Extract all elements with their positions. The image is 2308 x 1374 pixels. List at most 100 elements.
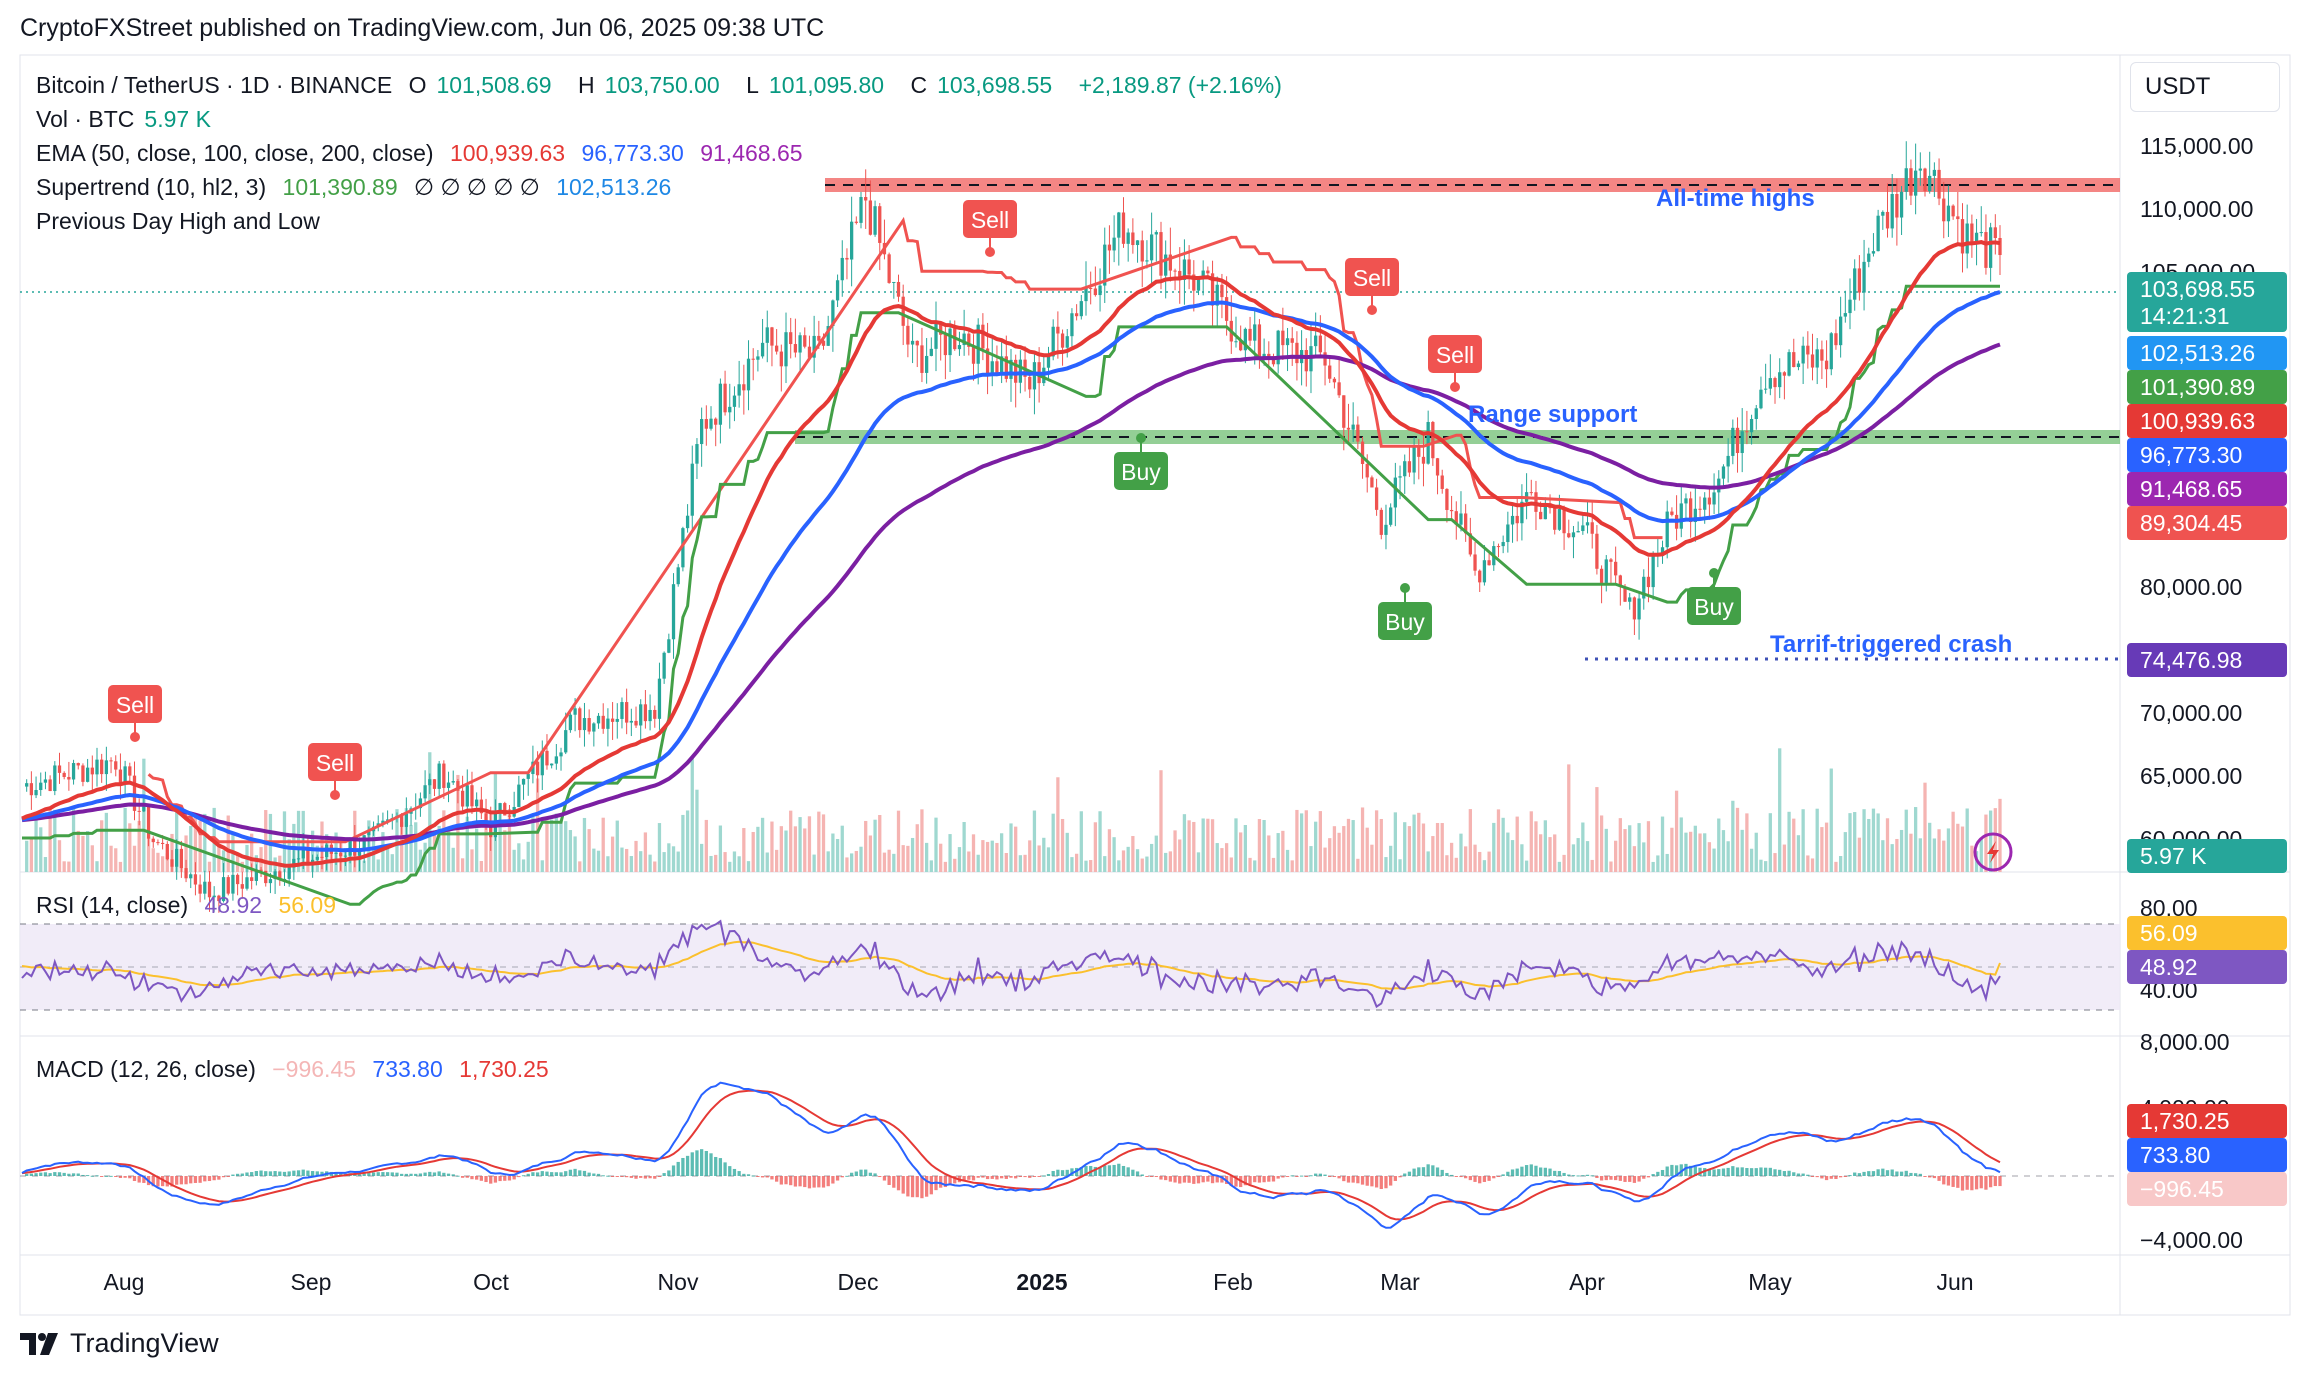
candle-body [1740,431,1744,454]
volume-bar [1956,823,1960,872]
volume-bar [1271,857,1276,872]
macd-hist-bar [428,1171,432,1176]
ema200-value: 91,468.65 [700,140,803,166]
candle-body [648,709,652,722]
candle-body [1224,297,1229,321]
legend-pdhl-row[interactable]: Previous Day High and Low [36,208,320,234]
candle-body [1974,232,1979,244]
macd-hist-bar [1599,1176,1604,1181]
macd-hist-bar [339,1173,343,1176]
macd-hist-bar [1928,1176,1932,1178]
volume-bar [1374,810,1379,872]
macd-hist-bar [831,1176,835,1184]
volume-bar [704,819,708,872]
macd-hist-bar [1318,1173,1322,1176]
volume-bar [878,814,882,872]
macd-hist-bar [353,1174,357,1176]
volume-bar [1084,860,1088,872]
volume-bar [62,861,66,872]
macd-hist-bar [1332,1176,1337,1178]
candle-body [1051,326,1055,357]
volume-bar [1356,858,1360,872]
macd-hist-bar [1379,1176,1383,1190]
tradingview-logo[interactable]: TradingView [20,1328,219,1359]
macd-hist-bar [479,1176,483,1181]
volume-bar [582,817,587,872]
macd-hist-bar [1478,1176,1482,1184]
volume-bar [1717,818,1721,872]
macd-hist-bar [1164,1176,1168,1181]
symbol-title[interactable]: Bitcoin / TetherUS · 1D · BINANCE [36,72,393,98]
macd-hist-bar [1792,1172,1796,1176]
macd-hist-bar [1642,1176,1646,1179]
volume-bar [831,833,835,872]
volume-bar [1042,837,1046,872]
all-time-high-zone [825,178,2120,192]
macd-hist-bar [1684,1163,1688,1176]
candle-body [1328,365,1332,379]
volume-bar [71,807,76,872]
candle-body [1735,427,1740,454]
macd-hist-bar [179,1176,184,1185]
candle-body [231,874,235,894]
candle-body [1140,240,1144,262]
candle-body [1196,277,1201,291]
volume-bar [1904,809,1908,872]
lightning-icon[interactable] [1973,832,2013,872]
macd-hist-bar [1904,1170,1908,1176]
volume-bar [1684,832,1688,872]
candle-body [1787,352,1791,376]
candle-body [1501,542,1505,547]
legend-macd-row[interactable]: MACD (12, 26, close) −996.45 733.80 1,73… [36,1056,549,1082]
candle-body [1665,511,1669,548]
candle-body [746,358,751,391]
macd-hist-bar [1215,1176,1219,1183]
candle-body [1028,376,1032,390]
volume-bar [1838,856,1843,872]
volume-bar [1599,815,1604,872]
macd-line [21,1081,2001,1229]
volume-bar [418,849,423,872]
candle-body [798,335,802,353]
candle-body [1707,497,1712,505]
legend-ema-row[interactable]: EMA (50, close, 100, close, 200, close) … [36,140,803,166]
macd-hist-bar [1290,1175,1294,1177]
candle-body [1979,232,1983,234]
candle-body [1988,227,1993,268]
macd-hist-bar [531,1172,535,1176]
volume-bar [728,861,732,872]
volume-bar [1210,819,1215,872]
candle-body [1098,285,1102,296]
legend-volume-row[interactable]: Vol · BTC 5.97 K [36,106,211,132]
candle-body [1389,507,1393,525]
volume-bar [39,827,43,872]
macd-hist-bar [1604,1176,1608,1181]
legend-rsi-row[interactable]: RSI (14, close) 48.92 56.09 [36,892,337,918]
candle-body [601,715,605,729]
candle-body [1323,352,1327,366]
currency-selector[interactable]: USDT [2130,62,2280,112]
macd-hist-bar [310,1171,315,1176]
candle-body [137,810,141,812]
volume-bar [1618,818,1622,872]
candle-body [1337,382,1341,396]
volume-bar [34,818,38,872]
volume-bar [550,819,554,872]
macd-hist-bar [1553,1170,1557,1176]
macd-hist-bar [1749,1168,1754,1176]
candle-body [1642,576,1646,599]
macd-hist-bar [1112,1164,1116,1176]
macd-hist-bar [1004,1176,1008,1179]
macd-hist-bar [193,1176,198,1183]
candle-body [212,895,216,898]
macd-hist-bar [1829,1176,1833,1179]
volume-bar [1562,854,1566,872]
volume-bar [146,837,151,872]
macd-hist-bar [1524,1165,1529,1176]
candle-body [48,779,52,792]
volume-bar [390,854,394,872]
macd-hist-bar [1248,1176,1252,1185]
legend-supertrend-row[interactable]: Supertrend (10, hl2, 3) 101,390.89 ∅ ∅ ∅… [36,174,672,200]
volume-bar [1243,825,1248,872]
